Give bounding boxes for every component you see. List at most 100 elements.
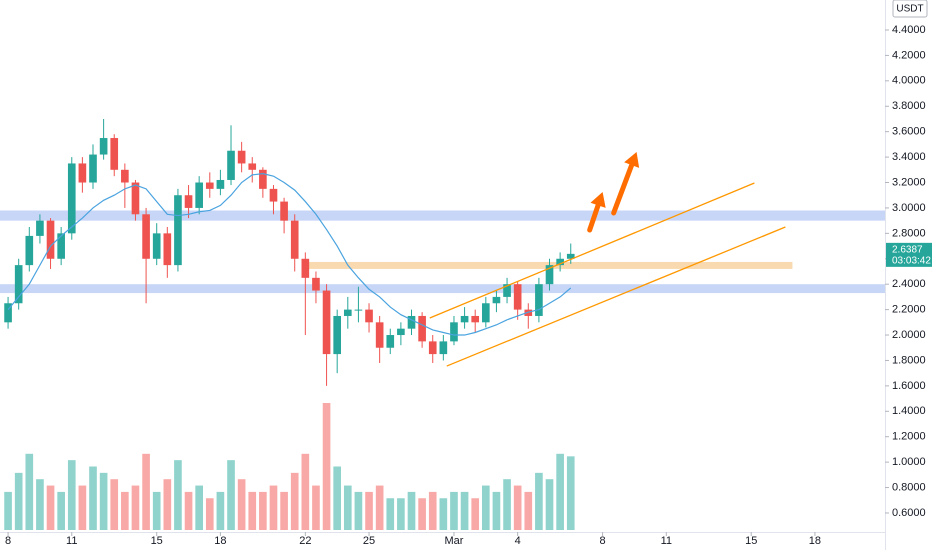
volume-bar: [36, 479, 44, 530]
candle-body: [67, 163, 76, 234]
volume-bar: [354, 491, 363, 530]
y-tick-label: 3.0000: [892, 202, 926, 214]
moving-average: [7, 173, 572, 336]
volume-bar: [195, 485, 203, 530]
volume-bar: [280, 491, 288, 530]
volume-bar: [163, 479, 172, 530]
volume-bar: [25, 453, 34, 530]
candle-body: [365, 309, 373, 323]
volume-bar: [227, 460, 235, 530]
candle-body: [14, 265, 23, 304]
x-tick-label: 25: [363, 535, 375, 547]
candle-body: [418, 315, 426, 342]
volume-bar: [131, 485, 140, 530]
volume-bar: [343, 485, 352, 530]
drawings: [429, 152, 786, 367]
volume-bar: [46, 485, 55, 530]
volume-bar: [301, 453, 310, 530]
candle-body: [492, 296, 501, 304]
volume-bar: [566, 456, 575, 530]
candle-body: [439, 341, 448, 355]
volume-bar: [439, 498, 448, 530]
volume-bar: [503, 479, 511, 530]
arrow-shaft: [611, 162, 635, 216]
volume-bar: [428, 491, 437, 530]
y-tick-label: 1.0000: [892, 456, 926, 468]
y-tick-label: 3.2000: [892, 176, 926, 188]
volume-bar: [89, 466, 97, 530]
candle-body: [184, 195, 193, 208]
trend-line: [429, 182, 755, 319]
candle-body: [280, 201, 288, 221]
y-tick-label: 4.4000: [892, 24, 926, 36]
candle-body: [89, 154, 97, 183]
volume-bar: [375, 485, 384, 530]
x-tick-label: 15: [745, 535, 757, 547]
candle-body: [375, 322, 384, 348]
candle-body: [428, 341, 437, 355]
volume-bar: [205, 498, 214, 530]
volume-bar: [556, 453, 564, 530]
volume-bar: [4, 491, 12, 530]
x-tick-label: 8: [5, 535, 11, 547]
x-tick-label: Mar: [444, 535, 463, 547]
currency-box: [892, 0, 928, 18]
volume-bar: [365, 491, 373, 530]
volume-bar: [322, 403, 331, 530]
candle-body: [195, 182, 203, 208]
candle-body: [460, 315, 469, 323]
volume-bar: [152, 491, 161, 530]
volume-bar: [481, 485, 490, 530]
volume-bar: [460, 491, 469, 530]
candle-body: [471, 315, 480, 323]
x-tick-label: 8: [600, 535, 606, 547]
axes: 0.6000 0.8000 1.0000 1.2000 1.4000 1.6000 1.80…: [5, 24, 926, 547]
volume-bar: [121, 491, 129, 530]
candle-body: [237, 150, 246, 164]
candle-body: [78, 163, 87, 183]
y-tick-label: 3.6000: [892, 126, 926, 138]
x-tick-label: 4: [515, 535, 521, 547]
candle-body: [259, 169, 267, 189]
volume-bar: [471, 498, 480, 530]
candle-body: [248, 163, 257, 170]
volume-bar: [545, 479, 554, 530]
candle-body: [343, 309, 352, 316]
volume-bar: [99, 472, 108, 530]
y-tick-label: 2.2000: [892, 304, 926, 316]
volume-bar: [237, 479, 246, 530]
candle-body: [535, 284, 543, 316]
y-tick-label: 4.2000: [892, 49, 926, 61]
volume: [4, 403, 575, 530]
candle-body: [556, 258, 564, 266]
candle-body: [152, 233, 161, 259]
candle-body: [227, 150, 235, 180]
arrow-shaft: [587, 202, 601, 233]
last-price-box: [886, 242, 932, 267]
volume-bar: [184, 491, 193, 530]
candle-body: [46, 220, 55, 259]
volume-bar: [386, 498, 395, 530]
y-tick-label: 0.6000: [892, 507, 926, 519]
candle-body: [450, 322, 458, 342]
arrow-head: [624, 152, 640, 168]
candle-body: [142, 214, 150, 259]
candle-body: [25, 235, 34, 266]
volume-bar: [450, 491, 458, 530]
volume-bar: [492, 491, 501, 530]
volume-bar: [290, 472, 299, 530]
x-tick-label: 11: [661, 535, 672, 547]
volume-bar: [14, 472, 23, 530]
candle-body: [110, 138, 119, 170]
candle-body: [407, 315, 416, 329]
volume-bar: [110, 479, 119, 530]
volume-bar: [333, 466, 342, 530]
candle-body: [397, 328, 405, 336]
volume-bar: [216, 491, 225, 530]
candle-body: [36, 220, 44, 236]
candle-body: [216, 179, 225, 189]
volume-bar: [174, 460, 182, 530]
candle-body: [354, 309, 363, 311]
candle-body: [121, 169, 129, 183]
